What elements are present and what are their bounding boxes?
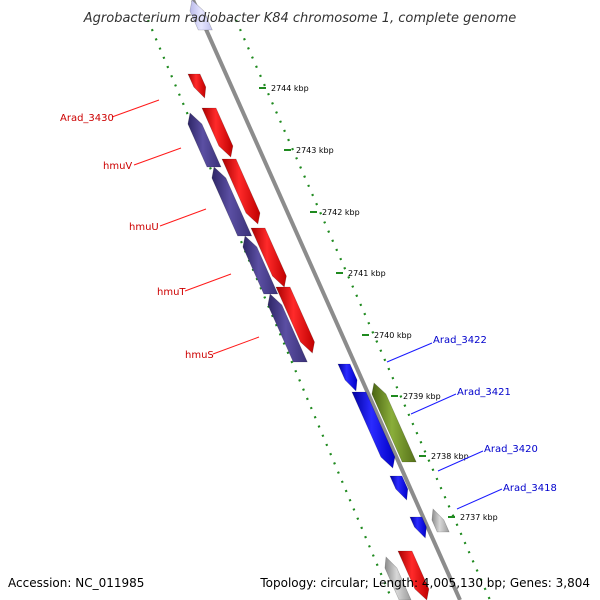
- tick-label: 2738 kbp: [431, 452, 469, 461]
- tick-2738: 2738 kbp: [419, 452, 469, 461]
- tick-label: 2744 kbp: [271, 84, 309, 93]
- gene-label-text: hmuU: [129, 222, 159, 233]
- tick-2740: 2740 kbp: [362, 331, 412, 340]
- gene-label-hmuu[interactable]: hmuU: [129, 208, 207, 233]
- gene-label-hmus[interactable]: hmuS: [185, 336, 260, 361]
- gene-label-text: Arad_3418: [503, 483, 557, 494]
- gene-label-arad-3421[interactable]: Arad_3421: [410, 387, 511, 415]
- tick-label: 2740 kbp: [374, 331, 412, 340]
- gene-grey-arrow[interactable]: [431, 508, 450, 533]
- gene-arad-3422-arrow[interactable]: [337, 363, 358, 392]
- tick-marks: 2744 kbp 2743 kbp 2742 kbp 2741 kbp 2740…: [259, 84, 498, 522]
- tick-label: 2743 kbp: [296, 146, 334, 155]
- gene-label-text: hmuS: [185, 350, 214, 361]
- map-title: Agrobacterium radiobacter K84 chromosome…: [83, 11, 516, 26]
- tick-2743: 2743 kbp: [284, 146, 334, 155]
- tick-label: 2742 kbp: [322, 208, 360, 217]
- accession-text: Accession: NC_011985: [8, 576, 144, 590]
- gene-arad-3420-arrow[interactable]: [389, 475, 409, 501]
- gene-arad-3418-arrow[interactable]: [409, 516, 427, 539]
- gene-olive-arrow[interactable]: [371, 382, 417, 463]
- gene-bottom-grey-arrow[interactable]: [384, 556, 412, 600]
- gene-arad-3421-arrow[interactable]: [351, 391, 396, 469]
- forward-gene-labels: Arad_3430 hmuV hmuU hmuT hmuS: [60, 99, 260, 361]
- gene-label-text: hmuV: [103, 161, 132, 172]
- gene-hmus-arrow[interactable]: [275, 286, 315, 354]
- gene-label-text: Arad_3421: [457, 387, 511, 398]
- hmu-operon-block-2[interactable]: [211, 166, 253, 237]
- gene-label-arad-3430[interactable]: Arad_3430: [60, 99, 160, 124]
- hmu-operon-block-4[interactable]: [267, 293, 308, 363]
- tick-2744: 2744 kbp: [259, 84, 309, 93]
- reverse-gene-labels: Arad_3422 Arad_3421 Arad_3420 Arad_3418: [386, 335, 557, 510]
- gene-bottom-red-arrow[interactable]: [397, 550, 430, 600]
- gene-arad-3430-arrow[interactable]: [187, 73, 207, 99]
- gene-label-hmut[interactable]: hmuT: [157, 273, 232, 298]
- gene-top-light-arrow[interactable]: [189, 0, 213, 31]
- tick-label: 2739 kbp: [403, 392, 441, 401]
- tick-2737: 2737 kbp: [448, 513, 498, 522]
- hmu-operon-block-3[interactable]: [242, 235, 279, 295]
- gene-hmuu-arrow[interactable]: [221, 158, 261, 225]
- tick-label: 2741 kbp: [348, 269, 386, 278]
- chromosome-backbone: [191, 0, 462, 600]
- gene-label-hmuv[interactable]: hmuV: [103, 147, 182, 172]
- tick-label: 2737 kbp: [460, 513, 498, 522]
- gene-label-text: Arad_3420: [484, 444, 538, 455]
- gene-label-arad-3422[interactable]: Arad_3422: [386, 335, 487, 363]
- gene-hmut-arrow[interactable]: [250, 227, 287, 288]
- gene-label-text: Arad_3422: [433, 335, 487, 346]
- gene-track: [187, 0, 450, 600]
- tick-2739: 2739 kbp: [391, 392, 441, 401]
- tick-2742: 2742 kbp: [310, 208, 360, 217]
- gene-label-arad-3420[interactable]: Arad_3420: [437, 444, 538, 472]
- gene-hmuv-arrow[interactable]: [201, 107, 234, 158]
- gene-label-text: Arad_3430: [60, 113, 114, 124]
- gene-label-arad-3418[interactable]: Arad_3418: [456, 483, 557, 510]
- tick-2741: 2741 kbp: [336, 269, 386, 278]
- topology-text: Topology: circular; Length: 4,005,130 bp…: [259, 576, 590, 590]
- gene-label-text: hmuT: [157, 287, 186, 298]
